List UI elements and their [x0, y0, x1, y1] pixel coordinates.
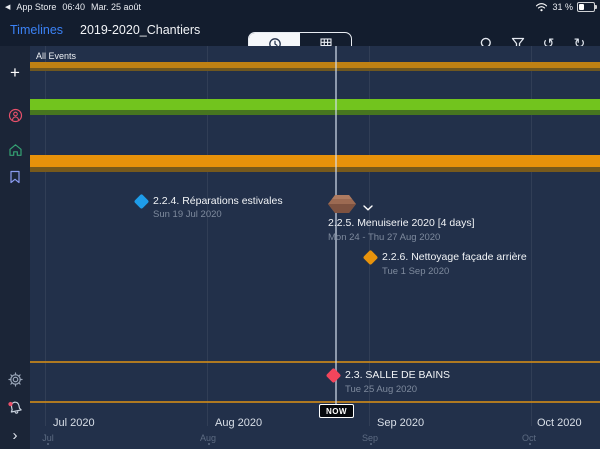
timeline-bar-green[interactable]	[30, 99, 600, 115]
gear-icon	[7, 372, 23, 387]
axis-label-aug: Aug 2020	[215, 417, 263, 429]
wifi-icon	[536, 3, 548, 12]
section-separator-line-bottom	[30, 401, 600, 403]
chevron-right-icon: ›	[12, 427, 18, 444]
add-event-button[interactable]: +	[0, 64, 30, 81]
status-bar: ◀ App Store 06:40 Mar. 25 août 31 %	[0, 0, 600, 14]
axis-dot	[370, 443, 372, 445]
event-marker-menuiserie-range[interactable]	[322, 193, 362, 215]
back-to-timelines-link[interactable]: Timelines	[10, 23, 64, 37]
event-date: Tue 1 Sep 2020	[382, 266, 450, 277]
event-date: Mon 24 - Thu 27 Aug 2020	[328, 232, 441, 243]
battery-icon	[577, 2, 597, 12]
chevron-down-icon[interactable]	[363, 205, 373, 212]
battery-fill	[579, 4, 584, 10]
month-gridline-jul	[45, 46, 46, 426]
event-date: Sun 19 Jul 2020	[153, 209, 222, 220]
toolbar-sidebar: +	[0, 46, 30, 449]
status-time: 06:40	[62, 2, 85, 12]
bell-icon	[7, 401, 22, 414]
event-date: Tue 25 Aug 2020	[345, 384, 418, 395]
now-line	[335, 46, 337, 404]
axis-label-jul: Jul 2020	[53, 417, 95, 429]
axis-label-sep: Sep 2020	[377, 417, 425, 429]
plus-icon: +	[10, 63, 20, 82]
event-marker-nettoyage-facade[interactable]	[362, 249, 379, 266]
back-to-app-icon[interactable]: ◀	[5, 3, 11, 11]
person-circle-icon	[8, 108, 22, 123]
battery-nub	[595, 5, 597, 9]
top-bar-background	[0, 0, 600, 46]
bookmark-button[interactable]	[0, 170, 30, 184]
month-gridline-oct	[531, 46, 532, 426]
event-title: 2.3. SALLE DE BAINS	[345, 369, 451, 381]
notifications-button[interactable]	[0, 400, 30, 415]
redo-icon: ↻	[573, 36, 586, 52]
now-badge: NOW	[319, 404, 354, 418]
axis-dot	[529, 443, 531, 445]
undo-icon: ↺	[542, 36, 555, 52]
home-icon	[8, 144, 22, 156]
status-bar-right: 31 %	[535, 2, 600, 12]
event-title: 2.2.5. Menuiserie 2020 [4 days]	[328, 217, 475, 229]
axis-mini-aug: Aug	[199, 433, 216, 443]
settings-button[interactable]	[0, 372, 30, 387]
event-marker-reparations-estivales[interactable]	[133, 193, 150, 210]
event-title: 2.2.4. Réparations estivales	[153, 195, 283, 207]
event-marker-salle-de-bains[interactable]	[325, 367, 342, 384]
timeline-bar-orange[interactable]	[30, 155, 600, 172]
axis-dot	[208, 443, 210, 445]
document-title: 2019-2020_Chantiers	[80, 23, 201, 37]
month-gridline-sep	[369, 46, 370, 426]
event-title: 2.2.6. Nettoyage façade arrière	[382, 251, 527, 263]
all-events-bar[interactable]	[30, 62, 600, 71]
axis-mini-jul: Jul	[42, 433, 54, 443]
back-to-app-label[interactable]: App Store	[16, 2, 57, 12]
timeline-canvas: All Events 2.2.4. Réparations estivales …	[30, 46, 600, 449]
axis-label-oct: Oct 2020	[537, 417, 582, 429]
people-button[interactable]	[0, 108, 30, 123]
redo-button[interactable]: ↻	[571, 36, 588, 53]
notification-badge	[7, 401, 13, 407]
expand-sidebar-button[interactable]: ›	[0, 428, 30, 443]
status-date: Mar. 25 août	[90, 2, 141, 12]
axis-mini-oct: Oct	[521, 433, 536, 443]
undo-button[interactable]: ↺	[540, 36, 557, 53]
axis-mini-sep: Sep	[361, 433, 378, 443]
navigation-bar: Timelines 2019-2020_Chantiers	[0, 14, 600, 56]
axis-dot	[47, 443, 49, 445]
all-events-row-label: All Events	[36, 51, 77, 61]
battery-percent: 31 %	[552, 2, 573, 12]
month-gridline-aug	[207, 46, 208, 426]
bookmark-icon	[10, 170, 20, 184]
home-button[interactable]	[0, 143, 30, 157]
section-separator-line-top	[30, 361, 600, 363]
status-bar-left: ◀ App Store 06:40 Mar. 25 août	[0, 2, 141, 12]
